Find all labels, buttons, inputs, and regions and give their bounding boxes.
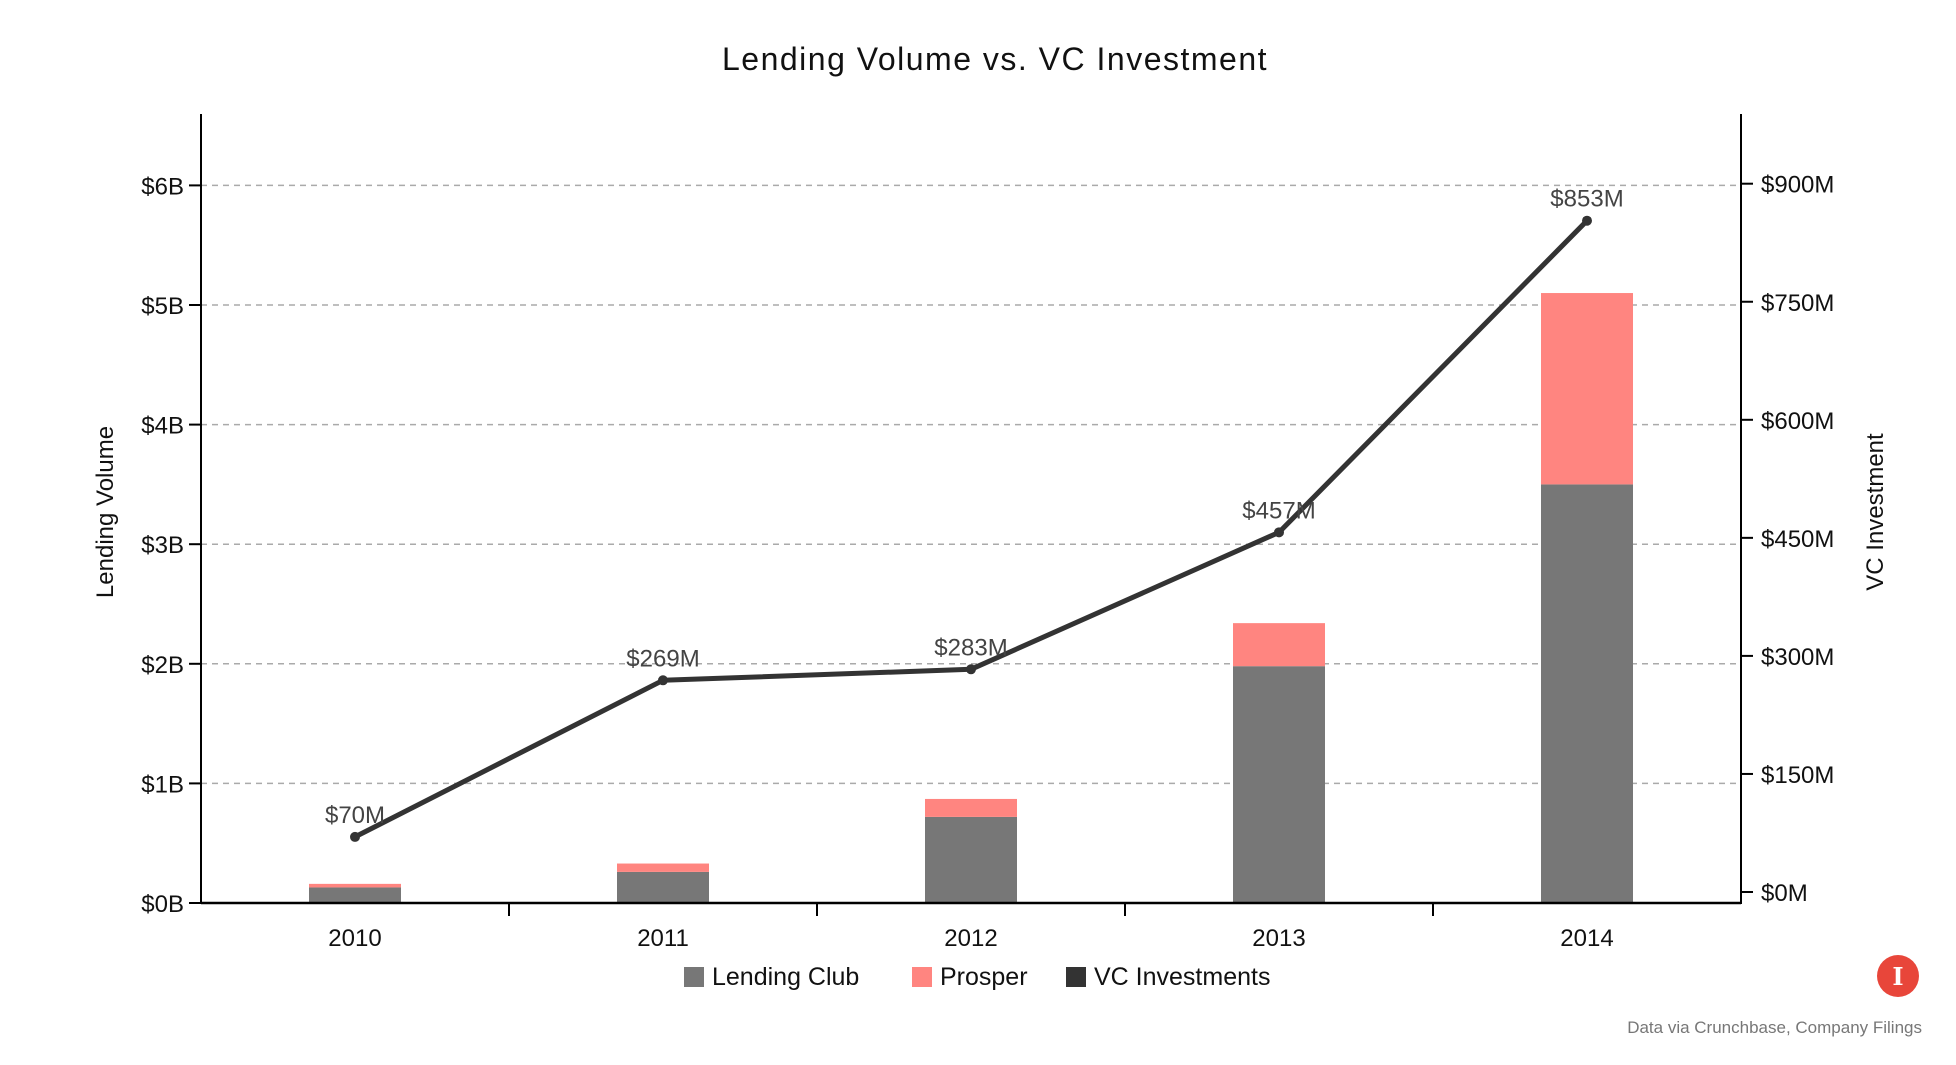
legend-swatch <box>1066 967 1086 987</box>
bar-group-2012 <box>925 798 1017 903</box>
left-tick-label: $5B <box>141 293 184 320</box>
bar-prosper <box>1233 623 1325 667</box>
vc-data-label: $457M <box>1242 497 1315 524</box>
x-tick-label: 2013 <box>1252 925 1305 952</box>
axes: $0B $1B $2B $3B $4B $5B $6B $0M $150M $300M $450M $… <box>141 114 1834 952</box>
vc-data-label: $70M <box>325 802 385 829</box>
bar-lending-club <box>1541 484 1633 903</box>
legend-label: Lending Club <box>712 963 859 991</box>
vc-investment-line: $70M $269M $283M $457M $853M <box>325 186 1624 842</box>
source-note: Data via Crunchbase, Company Filings <box>1627 1018 1922 1037</box>
chart-title: Lending Volume vs. VC Investment <box>722 41 1268 77</box>
bar-prosper <box>309 883 401 888</box>
logo-icon <box>1877 955 1919 997</box>
legend-item-vc-investments: VC Investments <box>1066 963 1270 991</box>
bar-lending-club <box>925 816 1017 903</box>
left-tick-label: $4B <box>141 413 184 440</box>
left-tick-label: $3B <box>141 532 184 559</box>
brand-logo: I <box>1877 955 1919 997</box>
vc-point <box>1582 215 1592 226</box>
bars <box>309 293 1633 903</box>
bar-prosper <box>925 798 1017 817</box>
legend-swatch <box>684 967 704 987</box>
vc-point <box>350 831 360 842</box>
gridlines <box>201 184 1741 785</box>
vc-data-label: $283M <box>934 634 1007 661</box>
left-tick-label: $6B <box>141 173 184 200</box>
bar-prosper <box>617 863 709 872</box>
right-tick-label: $0M <box>1761 880 1808 907</box>
legend-item-lending-club: Lending Club <box>684 963 859 991</box>
left-axis-title: Lending Volume <box>92 426 119 598</box>
vc-point <box>966 664 976 675</box>
x-tick-label: 2014 <box>1560 925 1613 952</box>
legend-swatch <box>912 967 932 987</box>
legend: Lending Club Prosper VC Investments <box>684 963 1270 991</box>
bar-group-2011 <box>617 863 709 903</box>
left-tick-label: $2B <box>141 652 184 679</box>
vc-point <box>658 675 668 686</box>
bar-prosper <box>1541 293 1633 485</box>
legend-item-prosper: Prosper <box>912 963 1028 991</box>
bar-lending-club <box>617 871 709 903</box>
left-tick-label: $0B <box>141 891 184 918</box>
right-tick-label: $450M <box>1761 526 1834 553</box>
left-tick-label: $1B <box>141 771 184 798</box>
legend-label: Prosper <box>940 963 1028 991</box>
bar-group-2010 <box>309 883 401 903</box>
legend-label: VC Investments <box>1094 963 1270 991</box>
right-tick-label: $300M <box>1761 644 1834 671</box>
right-axis-title: VC Investment <box>1862 433 1889 591</box>
right-tick-label: $150M <box>1761 762 1834 789</box>
bar-group-2013 <box>1233 623 1325 903</box>
x-tick-label: 2010 <box>328 925 381 952</box>
vc-point <box>1274 527 1284 538</box>
right-tick-label: $600M <box>1761 408 1834 435</box>
vc-data-label: $269M <box>626 645 699 672</box>
logo-glyph: I <box>1892 962 1903 991</box>
x-tick-label: 2011 <box>637 925 689 952</box>
right-tick-label: $900M <box>1761 172 1834 199</box>
bar-lending-club <box>1233 666 1325 903</box>
vc-line-path <box>353 218 1589 840</box>
vc-data-label: $853M <box>1550 186 1623 213</box>
x-tick-label: 2012 <box>944 925 997 952</box>
bar-lending-club <box>309 887 401 903</box>
bar-group-2014 <box>1541 293 1633 903</box>
right-tick-label: $750M <box>1761 290 1834 317</box>
